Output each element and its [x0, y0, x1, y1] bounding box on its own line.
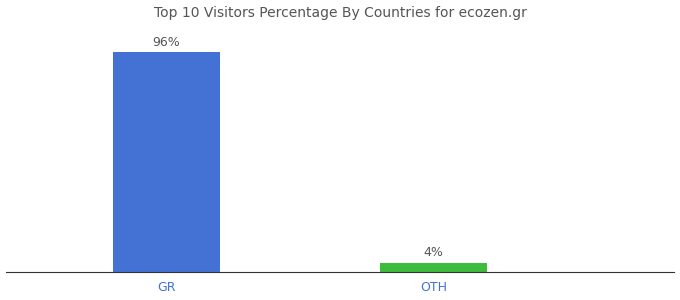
Bar — [113, 52, 220, 272]
Title: Top 10 Visitors Percentage By Countries for ecozen.gr: Top 10 Visitors Percentage By Countries … — [154, 6, 526, 20]
Text: 4%: 4% — [424, 246, 443, 259]
Bar — [380, 262, 487, 272]
Text: 96%: 96% — [152, 36, 180, 49]
